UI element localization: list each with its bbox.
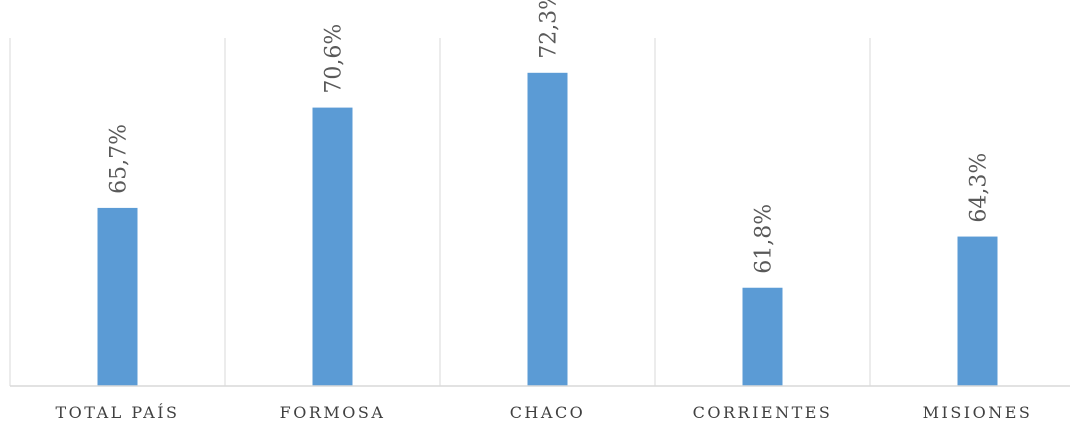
bar: [97, 207, 138, 386]
data-label: 65,7%: [107, 124, 132, 194]
category-label: CHACO: [510, 403, 586, 422]
bar: [527, 72, 568, 387]
category-dividers: [9, 38, 871, 386]
category-labels: TOTAL PAÍS FORMOSA CHACO CORRIENTES MISIONES: [56, 402, 1033, 422]
data-label: 61,8%: [752, 204, 777, 274]
data-labels: 65,7% 70,6% 72,3% 61,8% 64,3%: [107, 0, 992, 274]
bar: [742, 287, 783, 386]
data-label: 70,6%: [322, 24, 347, 94]
bars: [97, 72, 998, 387]
category-label: CORRIENTES: [693, 403, 833, 422]
data-label: 72,3%: [537, 0, 562, 59]
category-label: TOTAL PAÍS: [56, 402, 180, 422]
data-label: 64,3%: [967, 153, 992, 223]
category-label: MISIONES: [923, 403, 1033, 422]
bar: [957, 236, 998, 386]
category-label: FORMOSA: [280, 403, 386, 422]
bar: [312, 107, 353, 386]
